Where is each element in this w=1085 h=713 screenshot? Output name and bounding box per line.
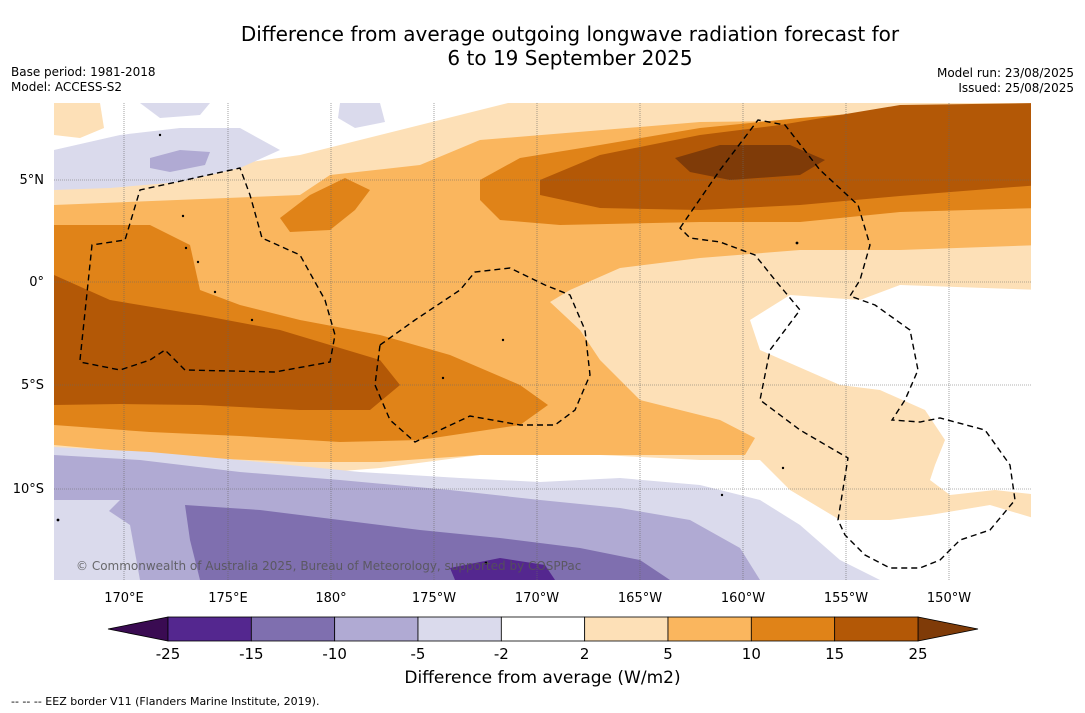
island-4: [250, 318, 254, 322]
colorbar-tick-label: -10: [322, 645, 347, 663]
lon-label-6: 165°W: [618, 591, 662, 606]
colorbar-segment: [167, 616, 252, 642]
lon-label-5: 170°W: [515, 591, 559, 606]
colorbar-end-high: [917, 616, 979, 642]
longitude-labels: 170°E 175°E 180° 175°W 170°W 165°W 160°W…: [104, 591, 971, 606]
base-period: Base period: 1981-2018: [11, 65, 156, 79]
colorbar-tick-label: 2: [580, 645, 590, 663]
lat-label-1: 5°N: [20, 173, 45, 188]
purple-sw-light: [54, 500, 140, 580]
title-line-2: 6 to 19 September 2025: [447, 46, 693, 70]
island-13: [484, 561, 488, 565]
colorbar-label: Difference from average (W/m2): [404, 668, 681, 688]
colorbar-segment: [834, 616, 919, 642]
eez-tuvalu: [79, 167, 336, 373]
island-9: [781, 466, 785, 470]
colorbar-tick-label: -25: [156, 645, 181, 663]
island-7: [501, 338, 505, 342]
band-10-15-patch: [280, 178, 370, 232]
lon-label-7: 160°W: [721, 591, 765, 606]
colorbar-segment: [750, 616, 836, 642]
colorbar-tick-label: -2: [494, 645, 509, 663]
purple-s-darkest: [450, 558, 555, 580]
lat-label-3: 5°S: [21, 378, 44, 393]
lat-label-2: 0°: [29, 275, 44, 290]
grid-lines: [54, 103, 1031, 580]
eez-tokelau: [374, 267, 591, 443]
purple-top-2: [338, 103, 385, 128]
island-1: [184, 246, 188, 250]
lon-label-3: 180°: [315, 591, 346, 606]
meta-left: Base period: 1981-2018 Model: ACCESS-S2: [11, 65, 156, 95]
band-gt-25: [675, 145, 825, 180]
purple-top-1: [140, 103, 210, 118]
lon-label-9: 150°W: [927, 591, 971, 606]
copyright-text: © Commonwealth of Australia 2025, Bureau…: [76, 559, 581, 573]
colorbar-segment: [334, 616, 419, 642]
island-2: [196, 260, 200, 264]
title-line-1: Difference from average outgoing longwav…: [240, 22, 900, 46]
island-3: [213, 290, 217, 294]
colorbar-segment: [500, 616, 586, 642]
colorbar-segment: [250, 616, 336, 642]
latitude-labels: 5°N 0° 5°S 10°S: [13, 173, 44, 497]
lon-label-8: 155°W: [824, 591, 868, 606]
band-15-25-south: [54, 275, 400, 410]
colorbar-segment: [667, 616, 752, 642]
eez-footnote: -- -- -- EEZ border V11 (Flanders Marine…: [11, 695, 320, 708]
eez-borders: [79, 119, 1016, 569]
colorbar-tick-label: -15: [239, 645, 264, 663]
island-5: [181, 214, 185, 218]
lat-label-4: 10°S: [13, 482, 44, 497]
island-11: [158, 133, 162, 137]
colorbar-tick-label: 10: [742, 645, 761, 663]
colorbar-segment: [417, 616, 502, 642]
chart-title: Difference from average outgoing longwav…: [0, 22, 1085, 70]
model-name: Model: ACCESS-S2: [11, 80, 123, 94]
purple-s-dark: [185, 505, 670, 580]
eez-kiribati: [679, 119, 1016, 569]
island-specks: [56, 133, 799, 565]
purple-nw-mid: [150, 150, 210, 172]
island-12: [56, 518, 60, 522]
island-8: [441, 376, 445, 380]
colorbar-tick-label: 5: [663, 645, 673, 663]
colorbar-tick-label: 25: [908, 645, 927, 663]
colorbar-tick-label: 15: [825, 645, 844, 663]
lon-label-2: 175°E: [208, 591, 248, 606]
island-10: [720, 493, 724, 497]
meta-right: Model run: 23/08/2025 Issued: 25/08/2025: [937, 66, 1074, 96]
island-6: [795, 241, 799, 245]
colorbar: -25 -15 -10 -5 -2 2 5 10 15 25: [107, 616, 979, 663]
model-run: Model run: 23/08/2025: [936, 66, 1074, 80]
orange-top-left: [54, 103, 104, 138]
map-field: [54, 103, 1031, 580]
colorbar-tick-label: -5: [411, 645, 426, 663]
issued-date: Issued: 25/08/2025: [958, 81, 1074, 95]
lon-label-1: 170°E: [104, 591, 144, 606]
lon-label-4: 175°W: [412, 591, 456, 606]
colorbar-end-low: [107, 616, 169, 642]
colorbar-segment: [584, 616, 669, 642]
